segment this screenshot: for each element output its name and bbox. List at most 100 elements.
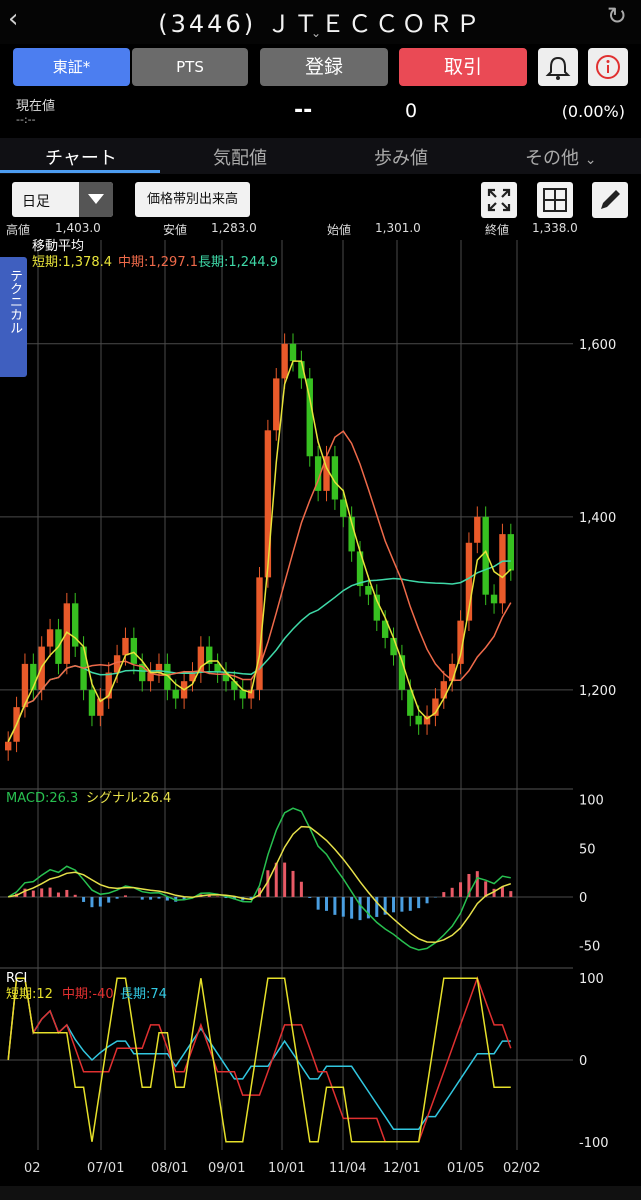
macd-histogram-bar bbox=[408, 896, 412, 911]
long-ma-line bbox=[7, 560, 511, 743]
candle-body bbox=[323, 456, 330, 491]
macd-histogram-bar bbox=[249, 896, 253, 900]
candle-body bbox=[172, 689, 179, 699]
chevron-down-icon: ⌄ bbox=[584, 152, 597, 168]
candle-body bbox=[306, 378, 313, 457]
chevron-left-icon[interactable]: ‹ bbox=[8, 4, 19, 34]
app-header: ‹ (3446) ＪＴＥＣＣＯＲＰ ⌄ ↻ bbox=[0, 0, 641, 44]
open-value: 1,301.0 bbox=[375, 221, 421, 235]
candle-body bbox=[490, 594, 498, 604]
current-price-time: --:-- bbox=[16, 113, 36, 126]
macd-histogram-bar bbox=[31, 890, 35, 897]
high-label: 高値 bbox=[6, 223, 31, 237]
macd-y-label: -50 bbox=[579, 940, 600, 955]
candle-body bbox=[164, 663, 171, 690]
rci-mid-line bbox=[7, 975, 512, 1143]
macd-histogram-bar bbox=[56, 892, 60, 897]
refresh-icon[interactable]: ↻ bbox=[606, 2, 627, 30]
macd-histogram-bar bbox=[266, 870, 270, 897]
action-bar: 東証* PTS 登録 取引 bbox=[0, 48, 641, 88]
macd-histogram-bar bbox=[149, 896, 153, 900]
open-label: 始値 bbox=[327, 223, 352, 237]
macd-histogram-bar bbox=[224, 896, 228, 899]
chevron-down-icon[interactable]: ⌄ bbox=[311, 26, 322, 40]
candle-body bbox=[398, 655, 406, 690]
candle-body bbox=[46, 629, 54, 647]
candle-body bbox=[256, 577, 263, 690]
candle-body bbox=[281, 343, 288, 379]
x-axis-label: 08/01 bbox=[151, 1161, 188, 1176]
candle-body bbox=[381, 620, 389, 638]
macd-histogram-bar bbox=[450, 887, 454, 897]
macd-histogram-bar bbox=[333, 896, 337, 915]
ma-long-legend: 長期:1,244.9 bbox=[198, 255, 278, 270]
market-toggle-pts[interactable]: PTS bbox=[132, 48, 248, 86]
macd-histogram-bar bbox=[509, 891, 513, 897]
macd-histogram-bar bbox=[392, 896, 396, 913]
macd-histogram-bar bbox=[492, 888, 496, 897]
pen-draw-icon[interactable] bbox=[592, 182, 628, 218]
y-axis-label: 1,200 bbox=[579, 684, 616, 699]
period-select[interactable]: 日足 bbox=[12, 182, 113, 217]
low-value: 1,283.0 bbox=[211, 221, 257, 235]
x-axis-label: 02 bbox=[24, 1161, 41, 1176]
macd-histogram-bar bbox=[425, 896, 429, 904]
macd-histogram-bar bbox=[274, 862, 278, 897]
trade-button[interactable]: 取引 bbox=[399, 48, 527, 86]
technical-side-tab[interactable]: テクニカル bbox=[0, 257, 27, 377]
candle-body bbox=[365, 586, 372, 595]
close-value: 1,338.0 bbox=[532, 221, 578, 235]
grid-layout-icon[interactable] bbox=[537, 182, 573, 218]
price-change-pct: (0.00%) bbox=[561, 102, 625, 121]
ma-title: 移動平均 bbox=[32, 239, 84, 254]
candle-body bbox=[415, 715, 422, 725]
macd-histogram-bar bbox=[90, 896, 94, 908]
macd-y-label: 100 bbox=[579, 794, 604, 809]
ma-mid-legend: 中期:1,297.1 bbox=[118, 255, 198, 270]
tab-quote[interactable]: 気配値 bbox=[213, 148, 267, 169]
bell-icon[interactable] bbox=[538, 48, 578, 86]
candle-body bbox=[474, 516, 481, 543]
candle-body bbox=[264, 430, 272, 578]
dropdown-arrow-icon bbox=[79, 182, 113, 217]
macd-histogram-bar bbox=[165, 896, 169, 901]
candle-body bbox=[239, 689, 246, 699]
macd-histogram-bar bbox=[358, 896, 362, 921]
current-price-label: 現在値 bbox=[16, 99, 56, 114]
candle-body bbox=[482, 516, 489, 595]
x-axis-label: 09/01 bbox=[208, 1161, 245, 1176]
candle-body bbox=[289, 343, 297, 362]
tab-other[interactable]: その他 ⌄ bbox=[525, 144, 596, 170]
rci-title: RCI bbox=[6, 971, 27, 986]
candle-body bbox=[423, 715, 431, 725]
market-toggle-tosho[interactable]: 東証* bbox=[13, 48, 130, 86]
macd-histogram-bar bbox=[475, 871, 479, 897]
macd-histogram-bar bbox=[107, 896, 111, 903]
tab-trades[interactable]: 歩み値 bbox=[374, 148, 428, 169]
price-summary: 現在値 --:-- -- 0 (0.00%) bbox=[0, 92, 641, 134]
candle-body bbox=[298, 361, 305, 379]
price-change: 0 bbox=[405, 100, 418, 122]
volume-by-price-button[interactable]: 価格帯別出来高 bbox=[135, 182, 250, 217]
candle-body bbox=[448, 663, 456, 682]
x-axis-label: 12/01 bbox=[383, 1161, 420, 1176]
x-axis-label: 07/01 bbox=[87, 1161, 124, 1176]
candle-body bbox=[222, 672, 230, 682]
register-button[interactable]: 登録 bbox=[260, 48, 388, 86]
macd-histogram-bar bbox=[299, 881, 303, 897]
info-icon[interactable] bbox=[588, 48, 628, 86]
macd-histogram-bar bbox=[459, 882, 463, 897]
rci-y-label: 100 bbox=[579, 972, 604, 987]
macd-histogram-bar bbox=[417, 896, 421, 909]
candle-body bbox=[231, 681, 238, 690]
macd-line bbox=[7, 807, 511, 951]
macd-histogram-bar bbox=[383, 896, 387, 915]
fullscreen-icon[interactable] bbox=[481, 182, 517, 218]
tab-bar: チャート 気配値 歩み値 その他 ⌄ bbox=[0, 138, 641, 174]
candle-body bbox=[440, 681, 447, 699]
macd-histogram-bar bbox=[366, 896, 370, 919]
tab-chart[interactable]: チャート bbox=[45, 148, 117, 169]
candle-body bbox=[147, 672, 154, 682]
candle-body bbox=[214, 663, 221, 673]
